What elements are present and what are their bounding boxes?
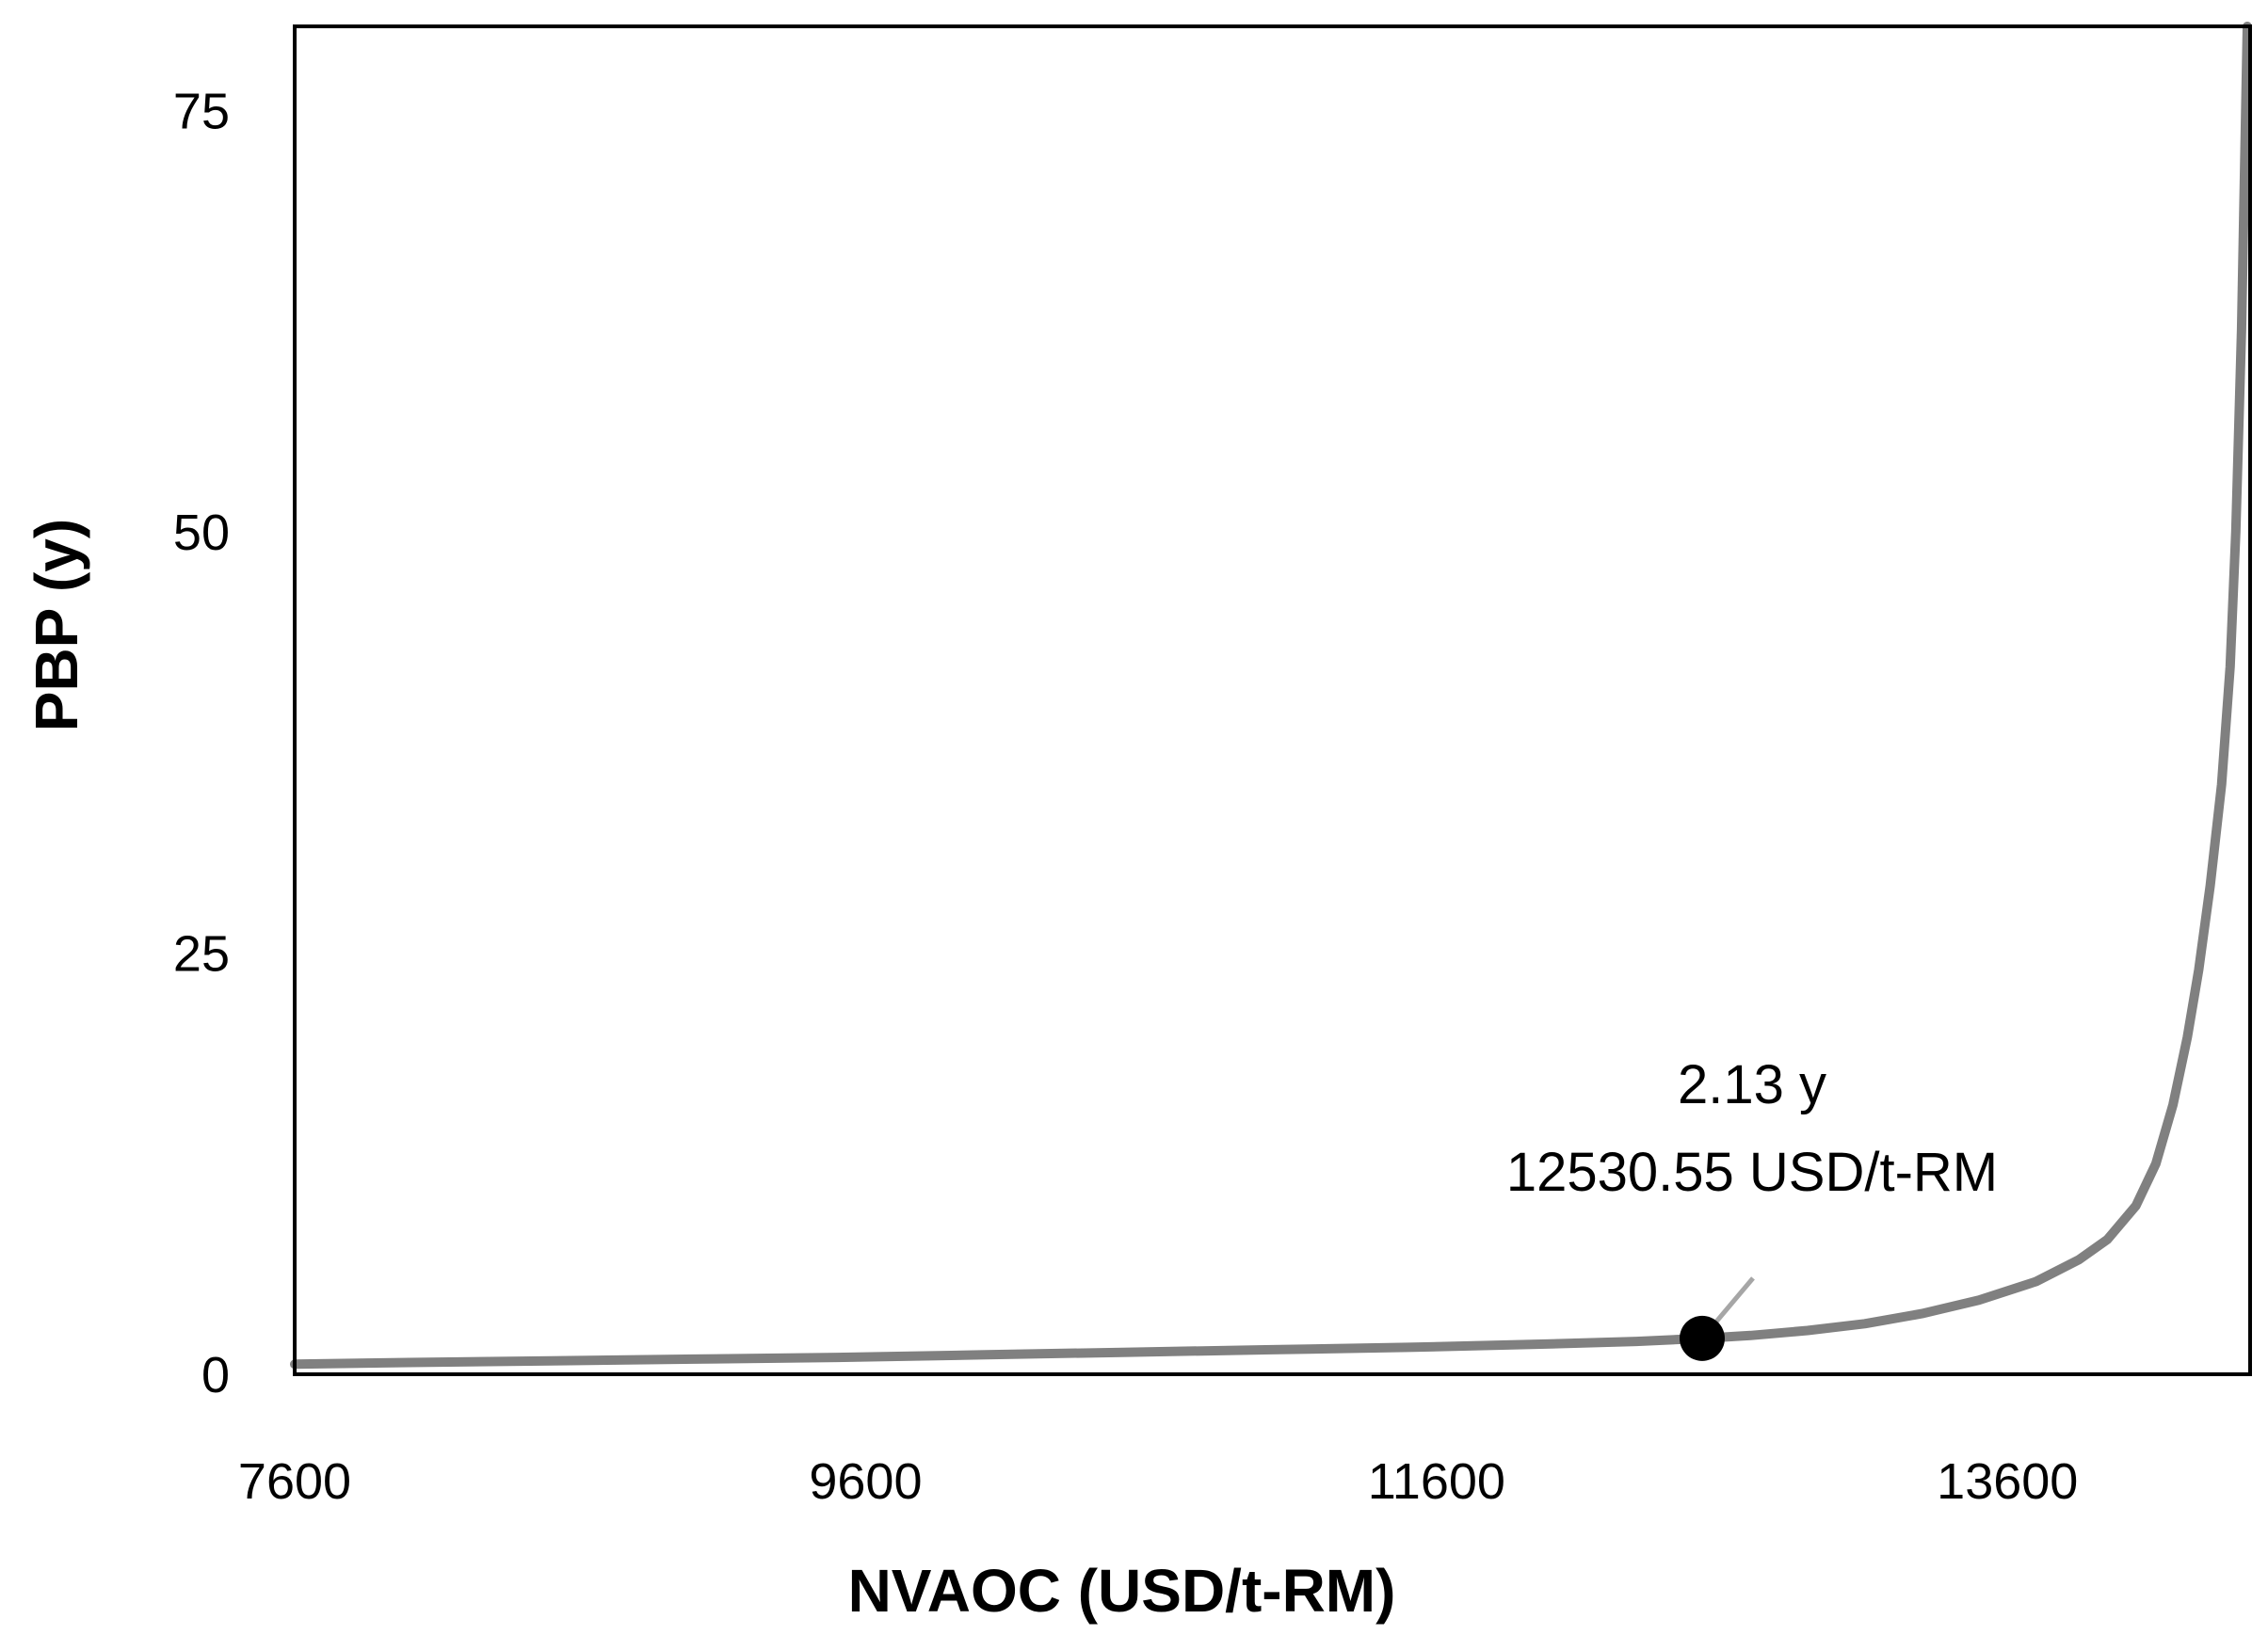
x-axis-title: NVAOC (USD/t-RM) (848, 1557, 1396, 1625)
x-tick-label: 13600 (1937, 1453, 2078, 1510)
series-line-0 (290, 22, 2252, 1370)
y-tick-label: 0 (201, 1347, 230, 1403)
annotation-value-label: 2.13 y (1678, 1054, 1826, 1115)
x-tick-label: 7600 (238, 1453, 351, 1510)
plot-frame (293, 24, 2252, 1376)
annotation-cost-label: 12530.55 USD/t-RM (1506, 1142, 1998, 1203)
y-tick-label: 50 (173, 505, 230, 561)
y-tick-label: 75 (173, 84, 230, 140)
y-axis-title: PBP (y) (23, 519, 90, 731)
highlighted-point (1680, 1315, 1726, 1361)
y-tick-label: 25 (173, 926, 230, 983)
axis-ticks: 7600 9600 11600 13600 0 25 50 75 (173, 84, 2078, 1511)
x-tick-label: 11600 (1368, 1453, 1505, 1510)
plot-marks (290, 22, 2252, 1370)
x-tick-label: 9600 (809, 1453, 922, 1510)
